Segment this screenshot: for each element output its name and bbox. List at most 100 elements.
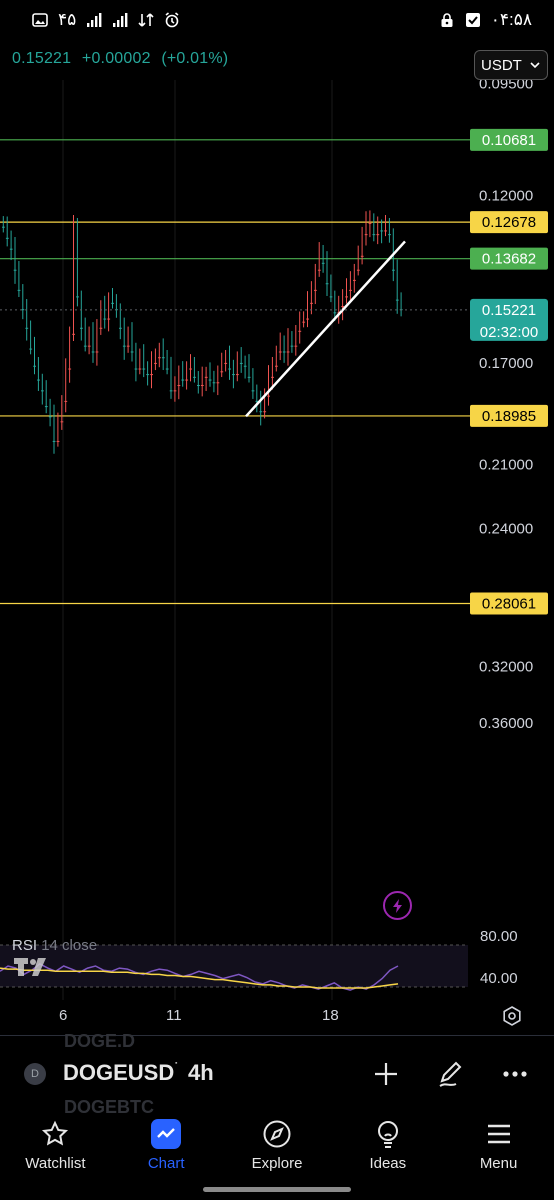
symbol-ticker: DOGEUSD [63,1060,175,1085]
candle-body [142,368,146,370]
candle-body [314,289,317,291]
level-tag-value: 0.12678 [482,214,536,231]
trend-line[interactable] [245,240,406,418]
interval-selector[interactable]: 4h [188,1060,214,1085]
candlestick-series [2,210,403,454]
candle-body [200,384,204,386]
candle-body [158,357,161,359]
candle-body [103,318,107,320]
nav-label: Ideas [369,1155,407,1172]
candle-body [384,230,387,232]
lock-icon [441,13,453,27]
level-tag-bg [470,592,548,615]
flash-button[interactable] [383,891,412,920]
status-time: ۰۴:۵۸ [490,10,532,29]
nav-label: Menu [479,1155,518,1172]
candle-body [345,296,348,298]
rsi-legend[interactable]: RSI 14 close [12,937,97,954]
candle-body [263,411,267,413]
star-icon [42,1120,69,1146]
price-axis-label: 0.21000 [479,456,533,473]
candle-body [185,379,189,381]
candle-body [278,351,282,353]
candle-body [37,379,40,381]
status-bar: ۴۵ ۰۴:۵۸ [0,0,554,40]
candle-body [306,318,309,320]
candle-body [52,440,56,442]
candle-body [119,327,122,329]
current-price-value: 0.15221 [482,302,536,319]
candle-body [154,362,157,364]
candle-body [169,390,173,392]
level-tag-bg [470,404,548,427]
candle-body [60,421,64,423]
rsi-axis-40: 40.00 [480,970,518,987]
pencil-icon[interactable] [436,1059,466,1089]
price-axis-label: 0.36000 [479,715,533,732]
candle-body [360,255,364,257]
candle-body [130,351,134,353]
candle-body [298,330,302,332]
nav-label: Watchlist [25,1155,86,1172]
candle-body [204,376,208,378]
candle-body [208,379,212,381]
tradingview-logo-icon [14,958,46,976]
level-tag-value: 0.18985 [482,408,536,425]
candle-body [212,382,216,384]
candle-body [228,368,231,370]
symbol-logo: D [24,1063,46,1085]
candle-body [302,321,306,323]
price-axis-label: 0.09500 [479,80,533,93]
candle-body [236,374,239,376]
candle-body [247,376,251,378]
candle-body [83,345,87,347]
nav-chart[interactable]: Chart [111,1110,222,1180]
candle-body [48,416,52,418]
nav-ideas[interactable]: Ideas [332,1110,443,1180]
candle-body [146,374,150,376]
candle-body [368,222,372,224]
candle-body [251,390,255,392]
candle-body [376,234,380,236]
candle-body [286,351,290,353]
current-price-tag-bg [470,298,548,341]
price-change: +0.00002 [81,50,151,67]
candle-body [138,368,142,370]
price-chart[interactable]: 0.36000 0.32000 0.24000 0.21000 0.17000 0.120… [0,80,554,1035]
candle-body [181,379,185,381]
plus-icon[interactable] [371,1059,401,1089]
alarm-icon [165,12,179,28]
signal-icon [113,13,128,27]
candle-body [56,440,60,442]
candle-body [271,376,274,378]
candle-countdown: 02:32:00 [480,324,538,341]
chart-icon [157,1128,176,1138]
symbol-name[interactable]: DOGEUSD˙ [63,1060,178,1086]
rsi-params: 14 close [41,937,98,954]
level-tag-bg [470,128,548,151]
nav-menu[interactable]: Menu [443,1110,554,1180]
compass-icon [263,1120,291,1148]
candle-body [25,327,29,329]
candle-body [161,357,165,359]
candle-body [380,230,384,232]
last-price: 0.15221 [12,50,72,67]
nav-explore[interactable]: Explore [222,1110,333,1180]
candle-body [95,351,99,353]
currency-selector[interactable]: USDT [474,50,548,80]
ghost-symbol-prev: DOGE.D [64,1031,136,1051]
nav-watchlist[interactable]: Watchlist [0,1110,111,1180]
candle-body [349,289,352,291]
candle-body [275,365,278,367]
candle-body [41,390,44,392]
more-icon[interactable] [500,1059,530,1089]
candle-body [294,345,298,347]
candle-body [325,283,329,285]
chart-settings-icon[interactable] [501,1005,523,1027]
candle-body [259,411,263,413]
nav-label: Chart [147,1155,185,1172]
time-axis-label: 11 [166,1007,182,1024]
candle-body [364,234,368,236]
candle-body [72,333,75,335]
candle-body [177,384,181,386]
